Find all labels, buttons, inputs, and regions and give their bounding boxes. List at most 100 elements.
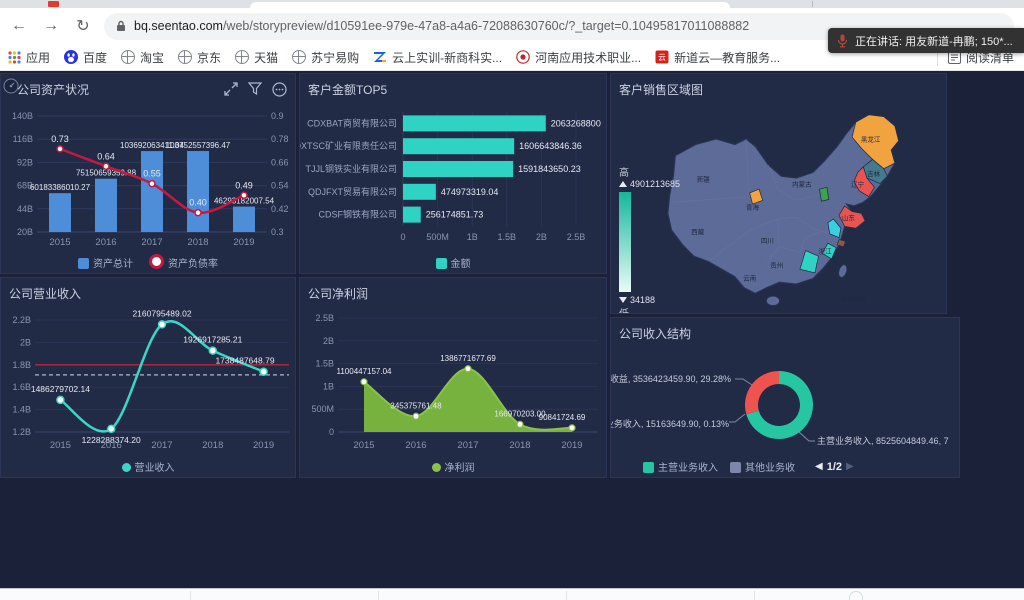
svg-text:2.5B: 2.5B [567,232,586,242]
svg-text:2063268800: 2063268800 [551,118,601,128]
panel-customer-top5: 客户金额TOP5 0 500M 1B 1.5B 2B 2.5B CDXBAT商贸有限公司 20… [299,73,607,274]
more-options-icon[interactable] [272,82,287,97]
bookmark-label: 京东 [197,50,222,65]
svg-text:345375761.48: 345375761.48 [390,401,442,410]
svg-text:75150659359.88: 75150659359.88 [76,169,137,178]
svg-text:20B: 20B [17,227,33,237]
bookmark-yunshang[interactable]: 云上实训-新商科实... [373,49,502,66]
pager-next-icon[interactable]: ▶ [846,461,854,472]
bookmark-baidu[interactable]: 百度 [64,49,107,66]
svg-text:2015: 2015 [49,237,70,248]
svg-text:1591843650.23: 1591843650.23 [518,164,581,174]
map-heat-legend: 高 4901213685 34188 低 [619,164,680,313]
svg-text:68B: 68B [17,181,33,191]
svg-text:辽宁: 辽宁 [851,179,865,188]
notification-text: 正在讲话: 用友新道-冉鹏; 150*... [855,35,1013,48]
svg-text:0: 0 [400,232,405,242]
income-donut-chart[interactable] [611,342,960,454]
microphone-icon [837,34,848,47]
revenue-line-chart[interactable]: 1.2B 1.4B 1.6B 1.8B 2B 2.2B 1486279702.14 2015 1… [1,302,296,454]
svg-text:2B: 2B [20,337,31,347]
svg-text:46293182007.54: 46293182007.54 [214,197,275,206]
svg-text:90841724.69: 90841724.69 [539,413,586,422]
svg-text:1386771677.69: 1386771677.69 [440,354,496,363]
svg-text:2017: 2017 [141,237,162,248]
svg-text:云南: 云南 [743,273,757,282]
legend-swatch [730,462,741,473]
donut-callout-main: 主营业务收入, 8525604849.46, 7 [817,436,949,446]
taskbar-icon[interactable] [849,591,863,600]
svg-text:CDXTSC矿业有限责任公司: CDXTSC矿业有限责任公司 [300,140,397,151]
svg-text:2015: 2015 [353,440,374,451]
legend-item-amount[interactable]: 金额 [435,255,471,270]
legend-swatch [78,257,89,269]
svg-text:CDXBAT商贸有限公司: CDXBAT商贸有限公司 [307,117,397,128]
svg-text:2015: 2015 [50,440,71,451]
svg-text:浙江: 浙江 [819,246,833,255]
svg-text:2017: 2017 [151,440,172,451]
bookmark-xindaoyun[interactable]: 云 新道云—教育服务... [655,49,780,66]
svg-text:0.66: 0.66 [271,157,289,167]
bookmark-taobao[interactable]: 淘宝 [121,49,164,66]
legend-item-other-income[interactable]: 其他业务收 [730,459,795,474]
svg-text:1606643846.36: 1606643846.36 [519,141,582,151]
svg-text:0.55: 0.55 [143,169,161,179]
bookmark-jd[interactable]: 京东 [178,49,221,66]
expand-icon[interactable] [224,82,238,96]
panel-title: 公司资产状况 [17,82,90,97]
filter-icon[interactable] [248,82,262,96]
svg-text:116B: 116B [13,134,33,144]
speaking-notification[interactable]: 正在讲话: 用友新道-冉鹏; 150*... [828,28,1024,53]
svg-text:四川: 四川 [761,237,774,245]
active-tab[interactable] [250,2,730,8]
svg-text:1738487648.79: 1738487648.79 [215,356,274,366]
legend-item-revenue[interactable]: 营业收入 [121,459,175,474]
svg-text:贵州: 贵州 [770,260,783,269]
svg-text:1486279702.14: 1486279702.14 [31,384,90,394]
svg-text:1.5B: 1.5B [498,232,517,242]
panel-net-profit: 公司净利润 0 500M 1B 1.5B 2B 2.5B 1100447157.04 2015… [299,277,607,478]
svg-text:1.8B: 1.8B [12,360,31,370]
pager-prev-icon[interactable]: ◀ [815,461,823,472]
svg-text:92B: 92B [17,157,33,167]
svg-text:1B: 1B [467,232,478,242]
z-logo-icon [374,52,387,62]
legend-min-marker [619,297,627,303]
legend-label: 营业收入 [134,463,175,474]
net-profit-area-chart[interactable]: 0 500M 1B 1.5B 2B 2.5B 1100447157.04 2015 345375… [300,302,607,454]
panel-title: 公司净利润 [308,286,369,301]
panel-gauge-icon[interactable] [3,78,19,94]
reload-button[interactable]: ↻ [76,18,90,35]
legend-item-assets[interactable]: 资产总计 [78,255,133,270]
reading-list-button[interactable]: 阅读清单 [936,48,1014,66]
legend-min-value: 34188 [630,295,656,305]
browser-tab-strip[interactable] [0,0,1024,8]
legend-item-debt-ratio[interactable]: 资产负债率 [149,254,218,270]
bookmark-tmall[interactable]: 天猫 [235,49,278,66]
bookmark-suning[interactable]: 苏宁易购 [292,49,359,66]
svg-text:0.78: 0.78 [271,134,289,144]
back-button[interactable]: ← [11,17,27,34]
bottom-taskbar-strip[interactable] [0,588,1024,600]
heat-gradient-bar[interactable] [619,192,631,292]
panel-title: 客户销售区域图 [619,82,704,97]
svg-text:0: 0 [329,427,334,437]
bookmark-apps[interactable]: 应用 [8,49,50,66]
bookmark-henan[interactable]: 河南应用技术职业... [516,49,641,66]
svg-text:2019: 2019 [253,440,274,451]
legend-pager: ◀ 1/2 ▶ [815,461,854,473]
forward-button[interactable]: → [43,17,59,34]
bookmark-label: 百度 [83,50,108,65]
customer-top5-chart[interactable]: 0 500M 1B 1.5B 2B 2.5B CDXBAT商贸有限公司 2063268800 C… [300,98,607,250]
svg-text:云: 云 [658,53,666,62]
legend-item-main-income[interactable]: 主营业务收入 [643,459,718,474]
legend-dot [149,254,164,269]
cloud-red-icon: 云 [655,50,669,64]
svg-text:2.2B: 2.2B [12,315,31,325]
legend-item-net-profit[interactable]: 净利润 [431,459,475,474]
svg-text:500M: 500M [426,232,449,242]
svg-text:2016: 2016 [95,237,116,248]
assets-combo-chart[interactable]: 20B 0.3 44B 0.42 68B 0.54 92B 0.66 116B 0.78 140B 0… [1,98,296,250]
legend-label: 主营业务收入 [658,463,718,474]
